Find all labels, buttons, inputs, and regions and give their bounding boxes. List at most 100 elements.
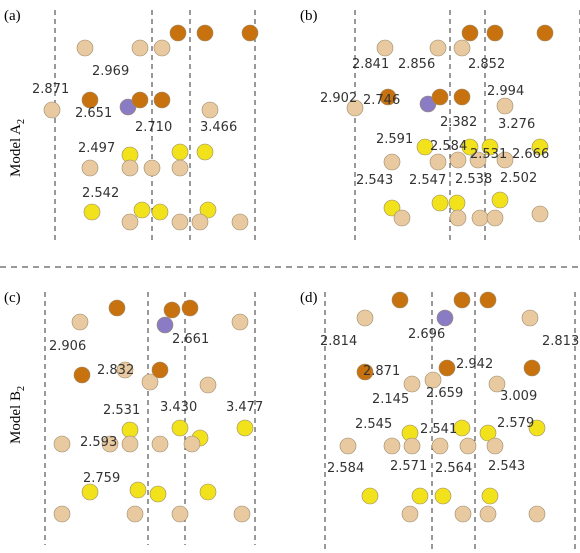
distance-label: 3.466 xyxy=(200,120,237,135)
panel-label: (b) xyxy=(300,8,318,24)
atom xyxy=(44,102,60,118)
distance-label: 2.710 xyxy=(135,120,172,135)
distance-label: 2.759 xyxy=(83,471,120,486)
atom xyxy=(492,192,508,208)
distance-label: 3.276 xyxy=(498,117,535,132)
distance-label: 2.571 xyxy=(390,459,427,474)
distance-label: 2.382 xyxy=(440,115,477,130)
distance-label: 2.145 xyxy=(372,392,409,407)
panel-label: (a) xyxy=(4,8,21,24)
atom xyxy=(200,377,216,393)
distance-label: 2.746 xyxy=(363,93,400,108)
distance-label: 2.994 xyxy=(487,84,524,99)
atom xyxy=(152,204,168,220)
atom xyxy=(172,214,188,230)
atom xyxy=(242,25,258,41)
distance-label: 2.541 xyxy=(420,422,457,437)
atom xyxy=(454,40,470,56)
atom xyxy=(54,506,70,522)
distance-label: 2.852 xyxy=(468,57,505,72)
atom xyxy=(437,310,453,326)
atom xyxy=(522,310,538,326)
distance-label: 3.477 xyxy=(226,400,263,415)
atom xyxy=(170,25,186,41)
atom xyxy=(432,438,448,454)
distance-label: 2.543 xyxy=(488,459,525,474)
atom xyxy=(529,506,545,522)
atom xyxy=(454,292,470,308)
atom xyxy=(132,40,148,56)
atom xyxy=(109,300,125,316)
distance-label: 2.666 xyxy=(512,147,549,162)
distance-label: 2.661 xyxy=(172,332,209,347)
atom xyxy=(340,438,356,454)
atom xyxy=(487,438,503,454)
atom xyxy=(537,25,553,41)
distance-label: 2.564 xyxy=(435,461,472,476)
atom xyxy=(472,210,488,226)
row-label: Model A2 xyxy=(8,119,27,177)
atom xyxy=(384,154,400,170)
atom xyxy=(462,25,478,41)
atom xyxy=(487,210,503,226)
atom xyxy=(450,152,466,168)
atom xyxy=(197,25,213,41)
atom xyxy=(200,484,216,500)
atom xyxy=(84,204,100,220)
atom xyxy=(454,89,470,105)
distance-label: 2.545 xyxy=(355,417,392,432)
atom xyxy=(450,210,466,226)
atom xyxy=(357,310,373,326)
distance-label: 2.856 xyxy=(398,57,435,72)
panel-label: (d) xyxy=(300,290,318,306)
atom xyxy=(362,488,378,504)
atom xyxy=(130,482,146,498)
atom xyxy=(430,154,446,170)
atom xyxy=(122,422,138,438)
distance-label: 2.696 xyxy=(408,327,445,342)
distance-label: 2.584 xyxy=(430,139,467,154)
atom xyxy=(430,40,446,56)
distance-label: 2.531 xyxy=(103,403,140,418)
atom xyxy=(480,292,496,308)
distance-label: 2.502 xyxy=(500,171,537,186)
distance-label: 2.591 xyxy=(376,132,413,147)
row-label: Model B2 xyxy=(8,386,27,444)
atom xyxy=(402,506,418,522)
distance-label: 2.651 xyxy=(75,106,112,121)
distance-label: 3.430 xyxy=(160,400,197,415)
atom xyxy=(480,506,496,522)
atom xyxy=(439,360,455,376)
atom xyxy=(487,25,503,41)
atom xyxy=(432,89,448,105)
atom xyxy=(152,362,168,378)
atom xyxy=(152,436,168,452)
atom xyxy=(412,488,428,504)
atom xyxy=(404,438,420,454)
atom xyxy=(82,484,98,500)
atom xyxy=(197,144,213,160)
atom xyxy=(82,160,98,176)
atom xyxy=(77,40,93,56)
atom xyxy=(54,436,70,452)
distance-label: 2.584 xyxy=(327,461,364,476)
figure: (a) (b) (c) (d) Model A2 Model B2 2.9692… xyxy=(0,0,580,553)
distance-label: 2.542 xyxy=(82,186,119,201)
atom xyxy=(524,360,540,376)
atom xyxy=(172,144,188,160)
distance-label: 2.871 xyxy=(363,364,400,379)
atom xyxy=(392,292,408,308)
atom xyxy=(154,40,170,56)
atom xyxy=(237,420,253,436)
distance-label: 2.547 xyxy=(409,173,446,188)
atom xyxy=(172,160,188,176)
distance-label: 2.579 xyxy=(497,416,534,431)
atom xyxy=(127,506,143,522)
atom xyxy=(72,314,88,330)
distance-label: 2.942 xyxy=(456,357,493,372)
atom xyxy=(532,206,548,222)
atom xyxy=(172,420,188,436)
atom xyxy=(132,92,148,108)
atom xyxy=(122,436,138,452)
atom xyxy=(455,506,471,522)
